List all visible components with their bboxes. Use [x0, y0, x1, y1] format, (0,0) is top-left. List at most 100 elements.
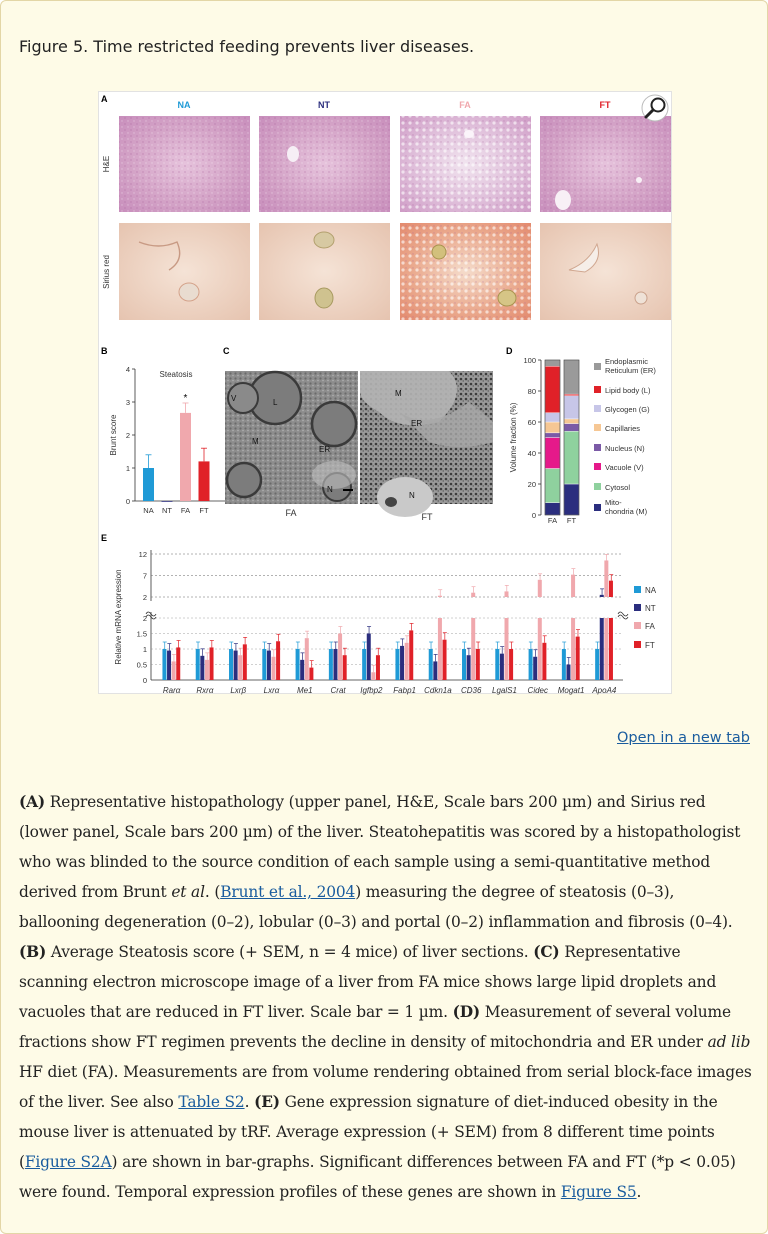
bar-upper-ft — [608, 580, 613, 597]
caption-d-text: Measurement of several volume fractions … — [19, 1003, 731, 1051]
axis-break-icon — [617, 611, 629, 620]
micrograph-he-nt-texture — [259, 116, 390, 212]
bar-nt — [300, 659, 305, 680]
bar-na — [395, 649, 400, 680]
bar-fa — [571, 618, 576, 680]
bar-na — [462, 649, 467, 680]
bar-upper-fa — [504, 591, 509, 597]
y-tick-label: 0.5 — [137, 661, 147, 670]
bar-fa — [271, 656, 276, 680]
vessel — [464, 130, 474, 138]
x-tick-label: Cdkn1a — [424, 686, 452, 695]
magnifier-icon[interactable] — [641, 94, 669, 122]
segment-fa — [544, 437, 561, 469]
legend-label-line: chondria (M) — [605, 507, 648, 516]
vessel — [555, 190, 571, 210]
bar-fa — [304, 638, 309, 680]
caption-a-label: (A) — [19, 793, 46, 811]
legend-label: Vacuole (V) — [605, 463, 644, 472]
x-tick-label: Lxrα — [264, 686, 280, 695]
table-s2-link[interactable]: Table S2 — [178, 1093, 245, 1111]
caption-e-text3: . — [636, 1183, 642, 1201]
column-header-na: NA — [178, 100, 191, 110]
y-axis-label: Relative mRNA expression — [114, 569, 123, 664]
y-tick-label: 100 — [523, 356, 536, 365]
bar-na — [495, 649, 500, 680]
bar-nt — [433, 661, 438, 680]
legend-label: NT — [645, 604, 656, 613]
bar-upper-fa — [471, 592, 476, 597]
legend-swatch — [634, 641, 641, 648]
micrograph-sr-ft — [540, 223, 671, 320]
y-tick-label: 12 — [139, 550, 147, 559]
vessel — [497, 289, 517, 307]
legend-label: Glycogen (G) — [605, 405, 650, 414]
bar-outline-fa — [544, 359, 561, 516]
open-in-new-tab-link[interactable]: Open in a new tab — [616, 730, 750, 746]
panel-label-c: C — [223, 346, 230, 356]
y-tick-label: 1 — [126, 464, 130, 473]
steatosis-chart: 0 1 2 3 4 Brunt score Steatosis NA NT FA FT * — [109, 365, 241, 515]
x-tick-label: Me1 — [297, 686, 313, 695]
y-tick-label: 0 — [532, 511, 536, 520]
em-label-n: N — [327, 485, 333, 494]
segment-fa — [544, 359, 561, 367]
x-tick-label: Crat — [331, 686, 347, 695]
bar-upper-fa — [537, 579, 542, 597]
mrna-expression-chart: 2 7 12 0 0.5 1 1.5 2 Relative mRNA expression Rar… — [114, 550, 657, 695]
segment-fa — [544, 421, 561, 434]
figure-s2a-link[interactable]: Figure S2A — [24, 1153, 112, 1171]
bar-ft — [608, 618, 613, 680]
caption-b-label: (B) — [19, 943, 47, 961]
bar-upper-fa — [437, 595, 442, 597]
vessel-wall — [138, 241, 181, 271]
significance-asterisk: * — [184, 393, 188, 404]
legend-label: Nucleus (N) — [605, 444, 645, 453]
em-caption-fa: FA — [285, 508, 296, 518]
bar-na — [195, 649, 200, 680]
bar-nt — [161, 501, 173, 502]
legend-swatch — [634, 586, 641, 593]
segment-ft — [563, 483, 580, 516]
bar-ft — [342, 655, 347, 680]
bar-na — [143, 468, 154, 501]
bar-ft — [409, 630, 414, 680]
bar-na — [328, 649, 333, 680]
bar-fa — [471, 618, 476, 680]
brunt-citation-link[interactable]: Brunt et al., 2004 — [220, 883, 356, 901]
caption-b-text: Average Steatosis score (+ SEM, n = 4 mi… — [46, 943, 534, 961]
bar-fa — [537, 618, 542, 680]
y-tick-label: 2 — [143, 593, 147, 602]
legend-swatch — [594, 483, 601, 490]
caption-e-text2: ) are shown in bar-graphs. Significant d… — [19, 1153, 736, 1201]
legend-swatch — [594, 405, 601, 412]
em-label-m: M — [252, 437, 259, 446]
legend-label-line: Reticulum (ER) — [605, 366, 656, 375]
panel-label-b: B — [101, 346, 108, 356]
bar-ft — [198, 461, 210, 501]
bar-na — [162, 649, 167, 680]
figure-svg: A NA NT FA FT H&E Sirius red — [101, 94, 671, 695]
vessel — [634, 291, 648, 305]
legend-swatch — [594, 504, 601, 511]
bar-na — [528, 649, 533, 680]
bar-ft — [442, 639, 447, 680]
bar-nt — [167, 650, 172, 680]
bar-nt — [366, 633, 371, 680]
figure-s5-link[interactable]: Figure S5 — [560, 1183, 637, 1201]
bar-na — [295, 649, 300, 680]
bar-nt — [466, 655, 471, 680]
x-tick-label: Igfbp2 — [360, 686, 383, 695]
caption-e-label: (E) — [254, 1093, 280, 1111]
bar-na — [595, 649, 600, 680]
panel-label-e: E — [101, 533, 107, 543]
legend-label: FA — [645, 622, 655, 631]
bar-nt — [333, 649, 338, 680]
bar-ft — [509, 649, 514, 680]
figure-image[interactable]: A NA NT FA FT H&E Sirius red — [98, 91, 672, 695]
bar-na — [229, 649, 234, 680]
segment-fa — [544, 432, 561, 438]
bar-nt — [400, 645, 405, 680]
caption-a-text: Representative histopathology (upper pan… — [19, 793, 741, 901]
bar-ft — [242, 644, 247, 680]
